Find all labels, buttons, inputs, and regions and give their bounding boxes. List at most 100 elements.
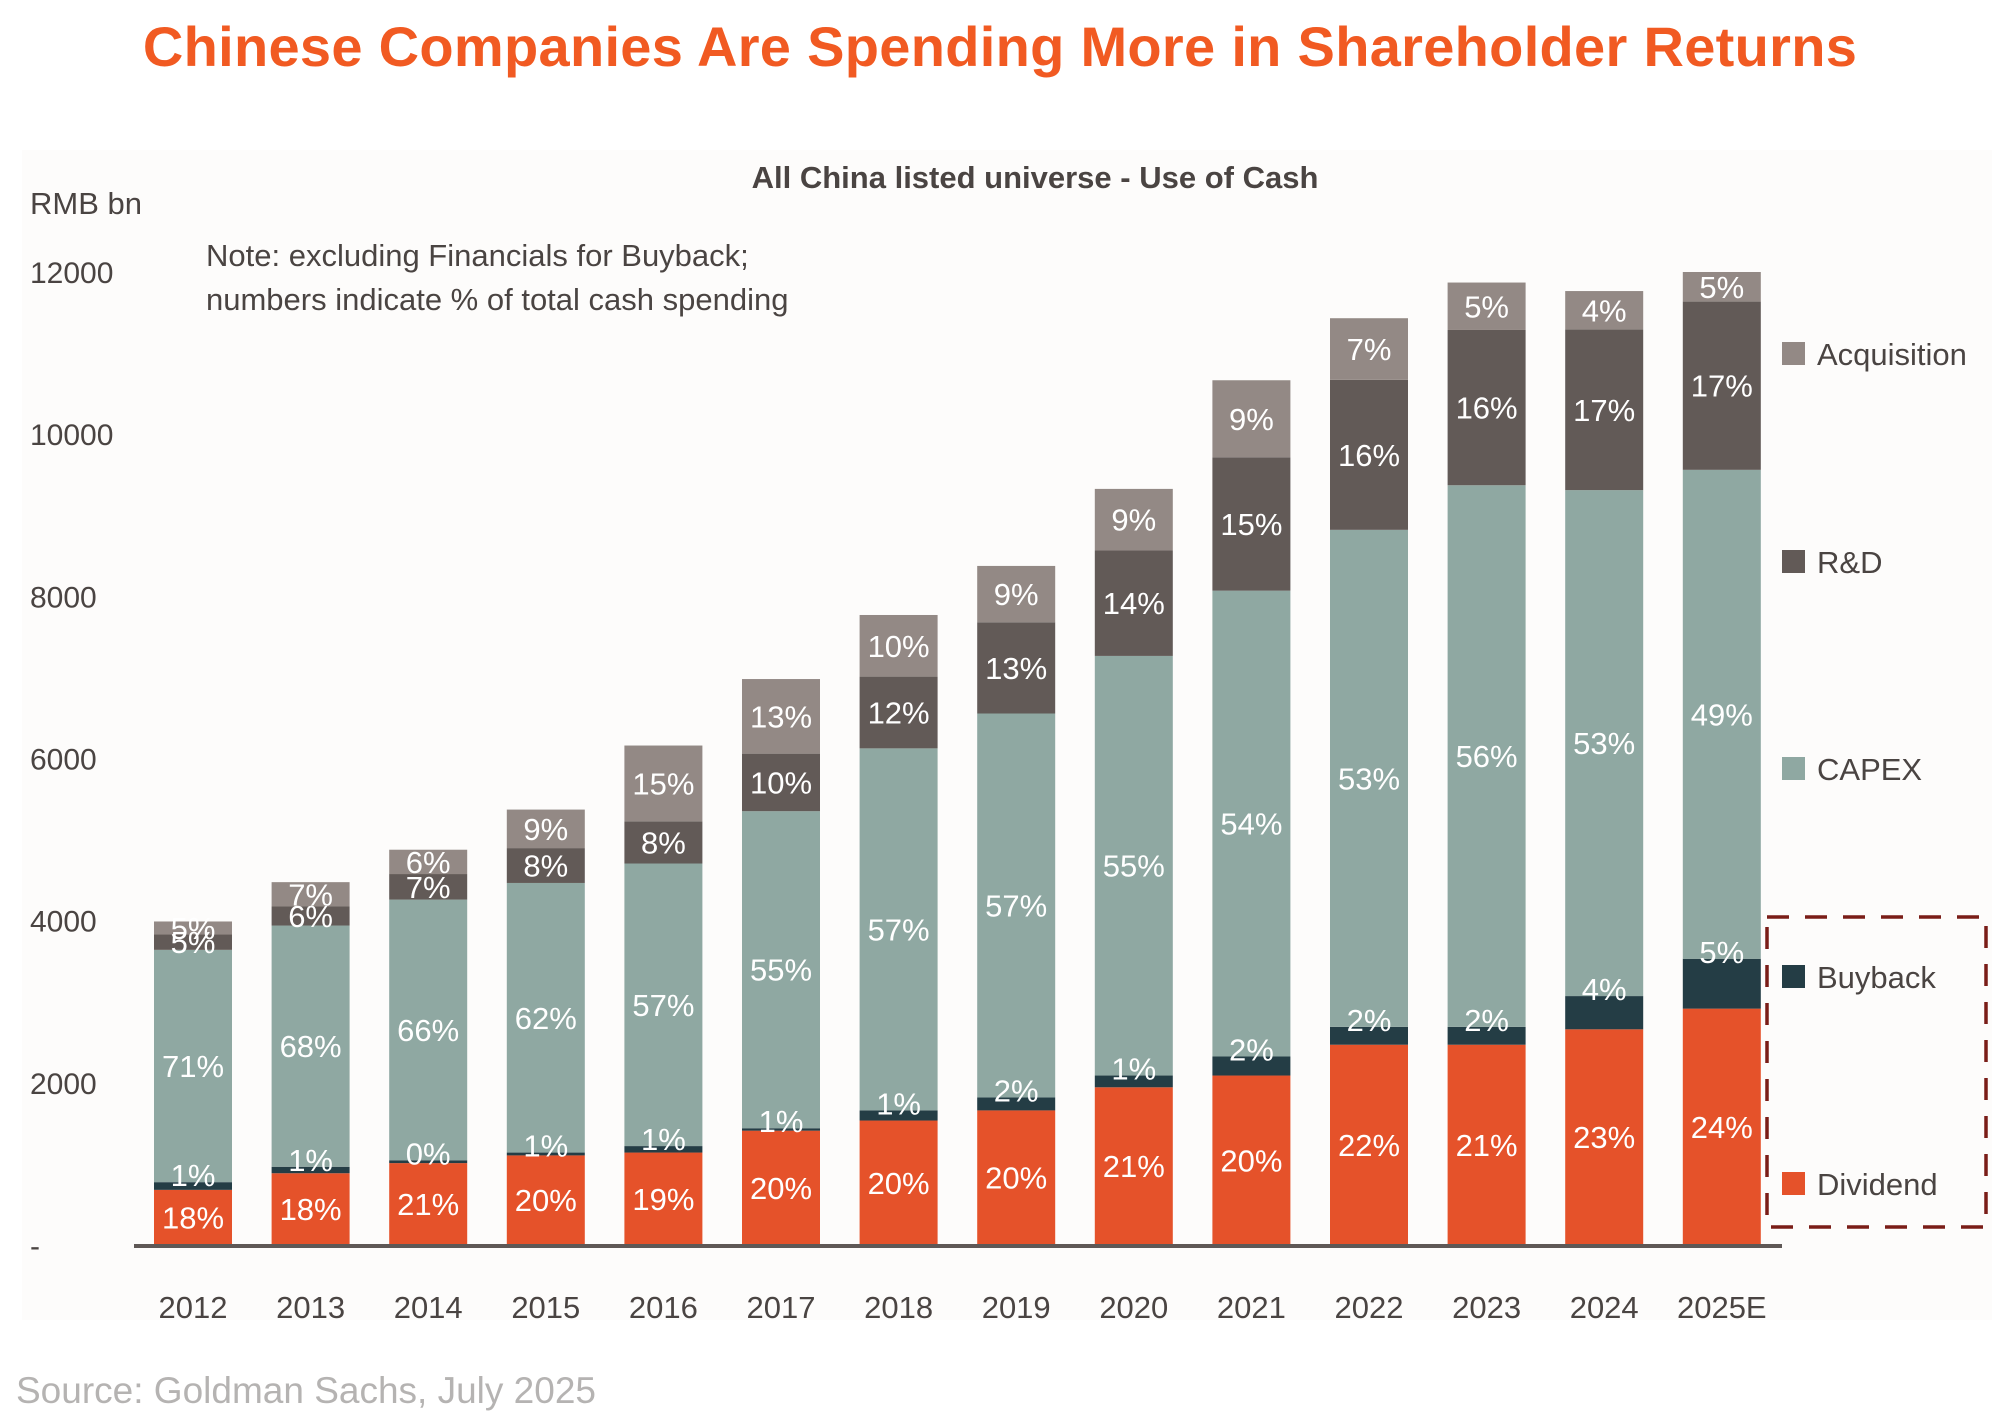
chart-note-line-1: Note: excluding Financials for Buyback; [206, 238, 749, 273]
bar-group-2015: 20% 1% 62% 8%9% [506, 809, 585, 1245]
data-label-acquisition: 6% [406, 845, 451, 880]
bar-segment-capex [1094, 655, 1173, 1076]
data-label-buyback: 1% [288, 1143, 333, 1178]
bar-segment-capex [859, 748, 938, 1111]
bar-segment-dividend [742, 1130, 820, 1245]
bar-segment-acquisition [1330, 318, 1408, 380]
data-label-dividend: 18% [162, 1200, 224, 1235]
data-label-acquisition: 5% [171, 911, 216, 946]
data-label-rd: 16% [1338, 438, 1400, 473]
legend-swatch [1782, 965, 1805, 988]
bar-segment-rd [624, 821, 703, 864]
data-label-dividend: 20% [750, 1171, 812, 1206]
bar-segment-rd [1212, 457, 1291, 591]
data-label-capex: 55% [750, 953, 812, 988]
bar-segment-acquisition [1565, 291, 1644, 330]
bar-segment-capex [742, 811, 820, 1129]
bar-group-2023: 21% 2% 56% 16% 5% [1447, 282, 1526, 1245]
bar-group-2016: 19% 1% 57% 8% 15% [624, 745, 703, 1245]
data-label-capex: 57% [632, 988, 694, 1023]
bar-segment-dividend [859, 1120, 938, 1245]
data-label-buyback: 1% [171, 1158, 216, 1193]
bar-segment-buyback [859, 1110, 938, 1121]
data-label-capex: 53% [1338, 761, 1400, 796]
data-label-rd: 8% [523, 849, 568, 884]
data-label-buyback: 1% [641, 1122, 686, 1157]
bar-segment-dividend [1094, 1087, 1173, 1245]
bar-segment-rd [1682, 301, 1761, 470]
data-label-capex: 57% [868, 912, 930, 947]
data-label-acquisition: 7% [1347, 332, 1392, 367]
x-tick-label: 2013 [276, 1290, 345, 1325]
x-tick-label: 2022 [1335, 1290, 1404, 1325]
bar-segment-acquisition [1682, 272, 1761, 302]
bar-segment-capex [1330, 529, 1408, 1027]
x-tick-label: 2012 [159, 1290, 228, 1325]
x-tick-label: 2020 [1099, 1290, 1168, 1325]
bar-group-2021: 20% 2% 54% 15% 9% [1212, 380, 1291, 1245]
data-label-dividend: 18% [280, 1192, 342, 1227]
bar-segment-dividend [977, 1110, 1056, 1245]
x-tick-label: 2014 [394, 1290, 463, 1325]
bar-segment-rd [977, 622, 1056, 714]
data-label-dividend: 20% [515, 1183, 577, 1218]
bar-segment-capex [1447, 485, 1526, 1027]
bar-segment-acquisition [742, 679, 820, 754]
data-label-capex: 62% [515, 1001, 577, 1036]
data-label-acquisition: 9% [1111, 503, 1156, 538]
bar-segment-dividend [624, 1152, 703, 1245]
bar-segment-buyback [154, 1182, 232, 1190]
x-tick-label: 2025E [1677, 1290, 1767, 1325]
data-label-acquisition: 10% [868, 629, 930, 664]
data-label-dividend: 20% [1220, 1143, 1282, 1178]
bar-segment-capex [977, 713, 1056, 1098]
bar-segment-capex [154, 949, 232, 1183]
y-tick-label: 10000 [30, 419, 113, 452]
legend-item-buyback: Buyback [1782, 960, 1936, 995]
data-label-acquisition: 5% [1464, 289, 1509, 324]
bar-segment-capex [271, 925, 350, 1167]
data-label-capex: 49% [1691, 697, 1753, 732]
bar-segment-dividend [1330, 1044, 1408, 1245]
bar-segment-acquisition [271, 882, 350, 907]
data-label-buyback: 2% [1464, 1003, 1509, 1038]
bar-segment-rd [859, 676, 938, 749]
legend-item-acquisition: Acquisition [1782, 337, 1967, 372]
data-label-rd: 6% [288, 899, 333, 934]
legend-label: Acquisition [1817, 337, 1967, 372]
data-label-rd: 16% [1456, 391, 1518, 426]
bar-segment-dividend [271, 1173, 350, 1245]
legend-swatch [1782, 757, 1805, 780]
bar-segment-buyback [271, 1166, 350, 1174]
data-label-acquisition: 9% [523, 812, 568, 847]
bar-segment-acquisition [624, 745, 703, 822]
x-tick-label: 2023 [1452, 1290, 1521, 1325]
data-label-acquisition: 13% [750, 699, 812, 734]
bar-group-2020: 21% 1% 55% 14% 9% [1094, 488, 1173, 1245]
data-label-rd: 17% [1691, 369, 1753, 404]
bar-group-2014: 21% 0% 66% 7%6% [389, 845, 468, 1245]
data-label-acquisition: 9% [1229, 402, 1274, 437]
data-label-buyback: 2% [1229, 1032, 1274, 1067]
data-label-capex: 68% [280, 1029, 342, 1064]
data-label-capex: 71% [162, 1049, 224, 1084]
bar-segment-rd [1447, 329, 1526, 486]
bar-segment-acquisition [506, 809, 585, 849]
data-label-rd: 12% [868, 695, 930, 730]
bar-segment-acquisition [389, 849, 468, 875]
data-label-acquisition: 7% [288, 877, 333, 912]
bar-segment-buyback [742, 1128, 820, 1131]
bar-segment-buyback [1094, 1075, 1173, 1088]
bar-segment-buyback [506, 1152, 585, 1156]
bar-segment-capex [389, 899, 468, 1161]
legend-label: R&D [1817, 545, 1882, 580]
y-tick-label: 6000 [30, 744, 97, 777]
bar-segment-dividend [1682, 1008, 1761, 1245]
bar-segment-capex [624, 863, 703, 1147]
bar-group-2013: 18% 1% 68% 6%7% [271, 877, 350, 1245]
bar-segment-dividend [1565, 1029, 1644, 1245]
bar-segment-buyback [1565, 996, 1644, 1030]
data-label-dividend: 24% [1691, 1110, 1753, 1145]
data-label-dividend: 19% [632, 1182, 694, 1217]
legend-swatch [1782, 550, 1805, 573]
